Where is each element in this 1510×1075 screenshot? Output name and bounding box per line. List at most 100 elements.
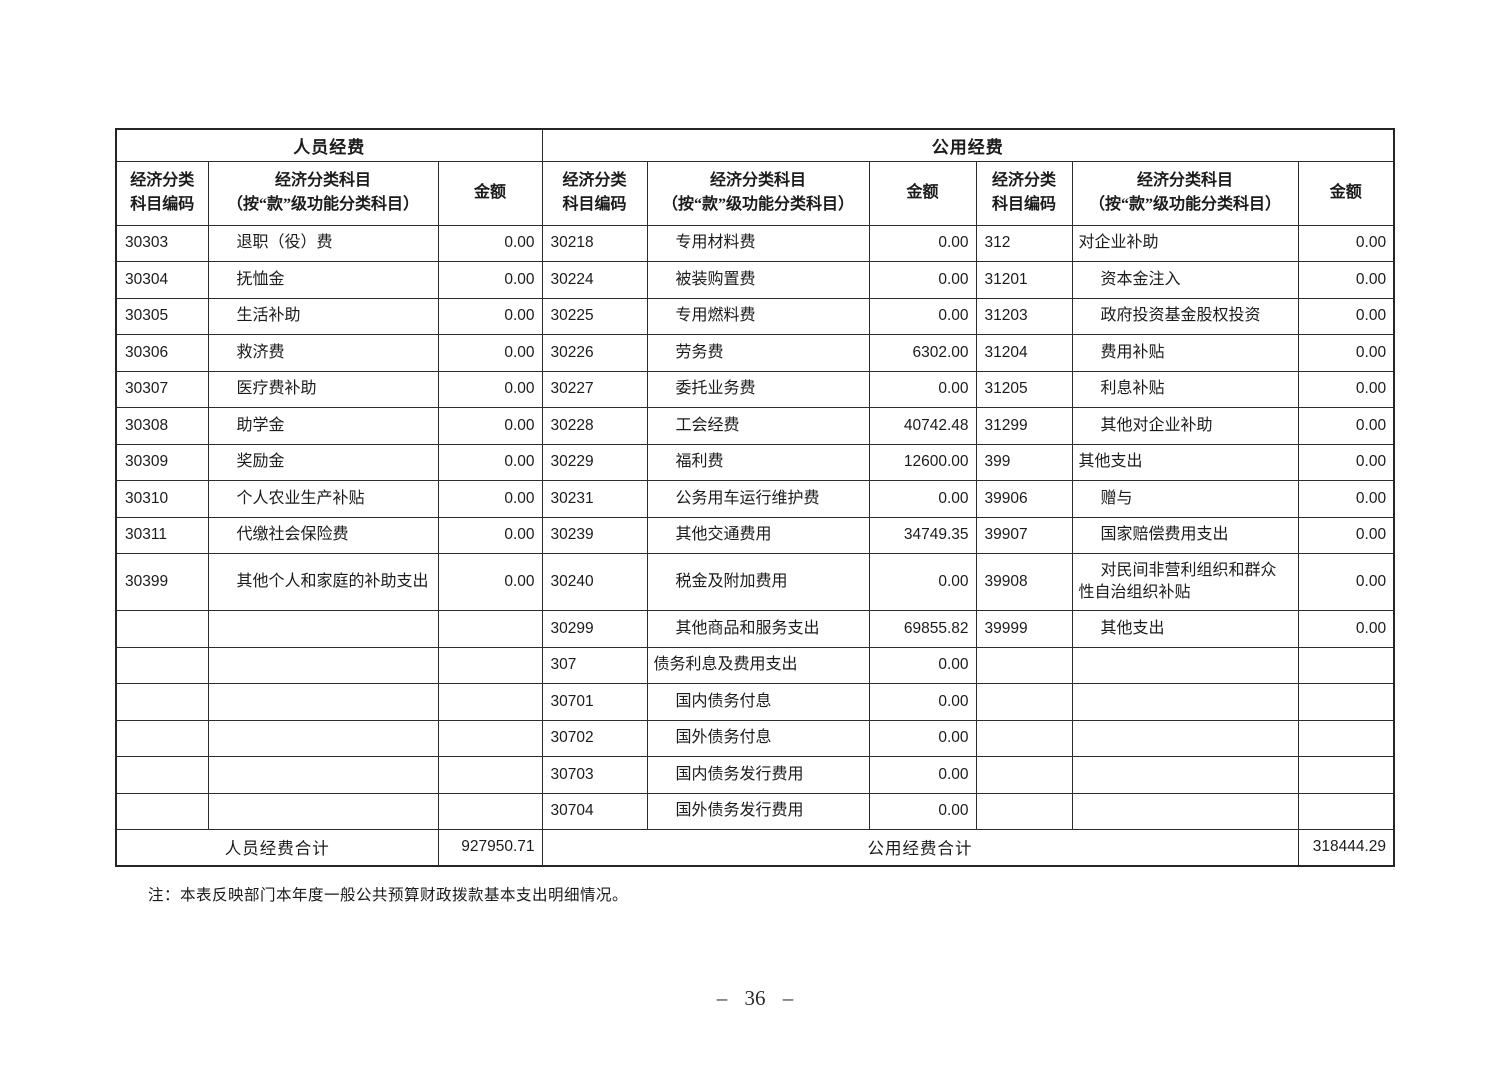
subject-cell: 被装购置费 — [646, 261, 870, 299]
amount-cell: 0.00 — [868, 261, 977, 299]
personnel-total-amount: 927950.71 — [437, 829, 543, 866]
amount-cell — [1297, 719, 1395, 757]
amount-cell: 0.00 — [437, 443, 543, 481]
col-header-amount-2: 金额 — [868, 160, 977, 226]
table-row: 30307 医疗费补助 0.00 30227 委托业务费 0.00 31205 利息补贴 0.0… — [115, 370, 1395, 408]
amount-cell — [437, 792, 543, 830]
subject-cell — [207, 792, 439, 830]
code-cell: 30218 — [541, 224, 648, 262]
amount-cell: 0.00 — [437, 370, 543, 408]
amount-cell: 69855.82 — [868, 610, 977, 648]
amount-cell: 0.00 — [868, 792, 977, 830]
col-header-amount-1: 金额 — [437, 160, 543, 226]
amount-cell: 0.00 — [868, 480, 977, 518]
code-cell: 39908 — [975, 553, 1073, 611]
table-row: 30308 助学金 0.00 30228 工会经费 40742.48 31299 其他对企业补… — [115, 407, 1395, 445]
amount-cell: 0.00 — [868, 646, 977, 684]
code-cell: 30702 — [541, 719, 648, 757]
amount-cell: 12600.00 — [868, 443, 977, 481]
code-cell: 30308 — [115, 407, 209, 445]
amount-cell: 0.00 — [1297, 553, 1395, 611]
subject-cell — [1071, 646, 1299, 684]
amount-cell — [1297, 756, 1395, 794]
code-cell: 30704 — [541, 792, 648, 830]
code-cell: 30224 — [541, 261, 648, 299]
code-cell: 30229 — [541, 443, 648, 481]
table-row: 30704 国外债务发行费用 0.00 — [115, 792, 1395, 830]
code-cell: 39907 — [975, 516, 1073, 554]
col-header-code-2: 经济分类 科目编码 — [541, 160, 648, 226]
code-cell: 30306 — [115, 334, 209, 372]
subject-cell: 费用补贴 — [1071, 334, 1299, 372]
subject-cell — [207, 683, 439, 721]
code-cell: 31205 — [975, 370, 1073, 408]
table-row: 30703 国内债务发行费用 0.00 — [115, 756, 1395, 794]
code-cell: 30227 — [541, 370, 648, 408]
amount-cell: 0.00 — [1297, 224, 1395, 262]
col-header-subject-1: 经济分类科目 （按“款”级功能分类科目） — [207, 160, 439, 226]
code-cell: 30703 — [541, 756, 648, 794]
amount-cell: 0.00 — [1297, 261, 1395, 299]
page-number: – 36 – — [716, 986, 794, 1010]
code-cell: 30239 — [541, 516, 648, 554]
subject-cell: 其他对企业补助 — [1071, 407, 1299, 445]
subject-cell: 赠与 — [1071, 480, 1299, 518]
code-cell: 30299 — [541, 610, 648, 648]
table-row: 30305 生活补助 0.00 30225 专用燃料费 0.00 31203 政府投资基金股权… — [115, 297, 1395, 335]
amount-cell — [1297, 792, 1395, 830]
totals-row: 人员经费合计 927950.71 公用经费合计 318444.29 — [115, 829, 1395, 866]
code-cell: 31201 — [975, 261, 1073, 299]
subject-cell: 其他支出 — [1071, 610, 1299, 648]
personnel-total-label: 人员经费合计 — [115, 829, 439, 866]
table-row: 30399 其他个人和家庭的补助支出 0.00 30240 税金及附加费用 0.00 399… — [115, 553, 1395, 611]
code-cell: 307 — [541, 646, 648, 684]
code-cell: 31204 — [975, 334, 1073, 372]
amount-cell: 0.00 — [437, 480, 543, 518]
subject-cell — [1071, 792, 1299, 830]
amount-cell: 0.00 — [437, 261, 543, 299]
code-cell: 39906 — [975, 480, 1073, 518]
amount-cell: 0.00 — [1297, 443, 1395, 481]
col-header-code-1: 经济分类 科目编码 — [115, 160, 209, 226]
code-cell: 30303 — [115, 224, 209, 262]
subject-cell: 税金及附加费用 — [646, 553, 870, 611]
code-cell — [975, 646, 1073, 684]
amount-cell — [437, 683, 543, 721]
amount-cell — [1297, 683, 1395, 721]
code-cell: 39999 — [975, 610, 1073, 648]
code-cell: 30399 — [115, 553, 209, 611]
code-cell: 31299 — [975, 407, 1073, 445]
subject-cell: 救济费 — [207, 334, 439, 372]
code-cell — [975, 756, 1073, 794]
subject-cell: 劳务费 — [646, 334, 870, 372]
subject-cell — [1071, 719, 1299, 757]
table-row: 30299 其他商品和服务支出 69855.82 39999 其他支出 0.00 — [115, 610, 1395, 648]
subject-cell: 国内债务付息 — [646, 683, 870, 721]
amount-cell: 0.00 — [868, 683, 977, 721]
amount-cell: 0.00 — [437, 407, 543, 445]
subject-cell: 生活补助 — [207, 297, 439, 335]
amount-cell: 0.00 — [868, 297, 977, 335]
code-cell — [115, 610, 209, 648]
code-cell — [975, 719, 1073, 757]
subject-cell: 其他支出 — [1071, 443, 1299, 481]
code-cell: 30305 — [115, 297, 209, 335]
subject-cell: 政府投资基金股权投资 — [1071, 297, 1299, 335]
public-total-amount: 318444.29 — [1297, 829, 1395, 866]
column-header-row: 经济分类 科目编码 经济分类科目 （按“款”级功能分类科目） 金额 经济分类 科… — [115, 160, 1395, 226]
col-header-code-3: 经济分类 科目编码 — [975, 160, 1073, 226]
code-cell — [975, 683, 1073, 721]
amount-cell: 6302.00 — [868, 334, 977, 372]
code-cell — [115, 719, 209, 757]
code-cell: 30311 — [115, 516, 209, 554]
subject-cell: 退职（役）费 — [207, 224, 439, 262]
subject-cell: 奖励金 — [207, 443, 439, 481]
amount-cell: 34749.35 — [868, 516, 977, 554]
amount-cell: 0.00 — [437, 297, 543, 335]
amount-cell: 0.00 — [437, 224, 543, 262]
subject-cell: 助学金 — [207, 407, 439, 445]
subject-cell: 福利费 — [646, 443, 870, 481]
code-cell — [975, 792, 1073, 830]
table-note: 注：本表反映部门本年度一般公共预算财政拨款基本支出明细情况。 — [148, 887, 629, 904]
